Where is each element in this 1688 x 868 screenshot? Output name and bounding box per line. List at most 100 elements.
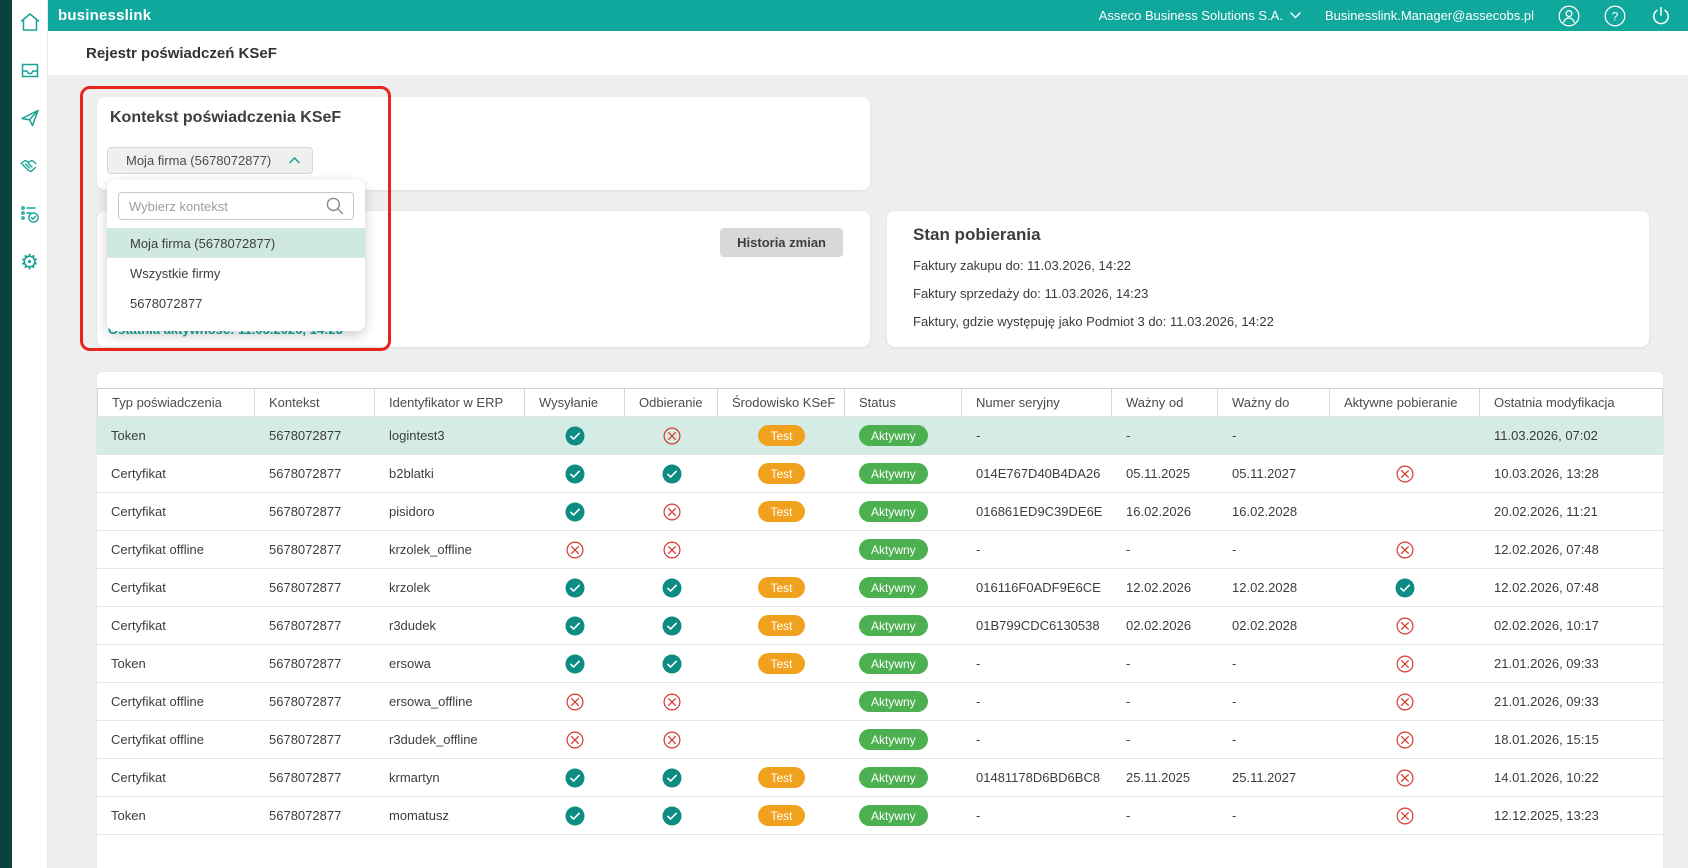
column-header[interactable]: Wysyłanie	[525, 389, 625, 416]
column-header[interactable]: Ważny do	[1218, 389, 1330, 416]
table-row[interactable]: Certyfikat 5678072877 pisidoro Test Aktywny 0…	[97, 493, 1663, 531]
user-icon[interactable]	[1558, 5, 1580, 27]
topbar-right: Asseco Business Solutions S.A. Businessl…	[1099, 5, 1672, 27]
search-icon	[325, 196, 345, 216]
table-row[interactable]: Certyfikat offline 5678072877 ersowa_offli…	[97, 683, 1663, 721]
status-cell: Aktywny	[845, 683, 962, 720]
table-row[interactable]: Certyfikat 5678072877 krmartyn Test Aktywny 0…	[97, 759, 1663, 797]
status-cell: Aktywny	[845, 607, 962, 644]
table-row[interactable]: Certyfikat offline 5678072877 krzolek_offl…	[97, 531, 1663, 569]
check-icon	[625, 797, 718, 834]
column-header[interactable]: Kontekst	[255, 389, 375, 416]
table-row[interactable]: Certyfikat 5678072877 b2blatki Test Aktywny 0…	[97, 455, 1663, 493]
cross-icon	[1330, 797, 1480, 834]
download-state-line: Faktury, gdzie występuję jako Podmiot 3 …	[913, 314, 1274, 329]
context-option[interactable]: 5678072877	[130, 295, 203, 311]
table-row[interactable]: Certyfikat 5678072877 r3dudek Test Aktywny 01…	[97, 607, 1663, 645]
table-cell: Certyfikat	[111, 466, 166, 481]
table-cell: b2blatki	[389, 466, 434, 481]
cross-icon	[625, 417, 718, 454]
environment-cell: Test	[718, 645, 845, 682]
table-cell: r3dudek_offline	[389, 732, 478, 747]
check-icon	[525, 797, 625, 834]
status-cell: Aktywny	[845, 531, 962, 568]
table-body: Token 5678072877 logintest3 Test Aktywny - - - 1…	[97, 417, 1663, 835]
send-icon[interactable]	[18, 106, 42, 130]
table-cell: Certyfikat	[111, 618, 166, 633]
table-cell: 5678072877	[269, 466, 342, 481]
settings-gears-icon[interactable]: ⚙	[18, 250, 42, 274]
title-bar: Rejestr poświadczeń KSeF	[48, 31, 1688, 75]
table-cell: 05.11.2025	[1126, 466, 1191, 481]
history-button[interactable]: Historia zmian	[720, 228, 843, 257]
user-email: Businesslink.Manager@assecobs.pl	[1324, 8, 1534, 23]
tasks-icon[interactable]	[18, 202, 42, 226]
cross-icon	[625, 683, 718, 720]
cross-icon	[1330, 683, 1480, 720]
check-icon	[625, 645, 718, 682]
power-icon[interactable]	[1650, 5, 1672, 27]
column-header[interactable]: Identyfikator w ERP	[375, 389, 525, 416]
table-row[interactable]: Certyfikat 5678072877 krzolek Test Aktywny 01…	[97, 569, 1663, 607]
environment-cell	[718, 721, 845, 758]
table-cell: 20.02.2026, 11:21	[1494, 504, 1598, 519]
table-cell: 10.03.2026, 13:28	[1494, 466, 1599, 481]
column-header[interactable]: Aktywne pobieranie	[1330, 389, 1480, 416]
cross-icon	[1330, 721, 1480, 758]
table-cell: 11.03.2026, 07:02	[1494, 428, 1598, 443]
table-cell: -	[1232, 542, 1237, 557]
table-cell: 5678072877	[269, 656, 342, 671]
check-icon	[525, 569, 625, 606]
home-icon[interactable]	[18, 10, 42, 34]
table-cell: Token	[111, 808, 146, 823]
context-card-title: Kontekst poświadczenia KSeF	[110, 109, 342, 126]
table-cell: -	[1126, 732, 1131, 747]
environment-cell: Test	[718, 759, 845, 796]
table-cell: 5678072877	[269, 732, 342, 747]
table-cell: 5678072877	[269, 428, 342, 443]
table-cell: 016861ED9C39DE6E	[976, 504, 1103, 519]
column-header[interactable]: Ważny od	[1112, 389, 1218, 416]
org-selector[interactable]: Asseco Business Solutions S.A.	[1099, 8, 1301, 23]
column-header[interactable]: Status	[845, 389, 962, 416]
table-cell: Token	[111, 656, 146, 671]
status-cell: Aktywny	[845, 493, 962, 530]
context-select[interactable]: Moja firma (5678072877)	[107, 147, 313, 174]
context-card: Kontekst poświadczenia KSeF Moja firma (…	[97, 97, 870, 190]
check-icon	[525, 493, 625, 530]
check-icon	[525, 759, 625, 796]
topbar: businesslink Asseco Business Solutions S…	[48, 0, 1688, 31]
environment-cell: Test	[718, 417, 845, 454]
context-search	[118, 192, 354, 220]
context-option[interactable]: Wszystkie firmy	[130, 265, 221, 281]
table-row[interactable]: Certyfikat offline 5678072877 r3dudek_offl…	[97, 721, 1663, 759]
check-icon	[525, 455, 625, 492]
table-row[interactable]: Token 5678072877 momatusz Test Aktywny - - - 12.…	[97, 797, 1663, 835]
context-search-input[interactable]	[119, 198, 325, 214]
context-option[interactable]: Moja firma (5678072877)	[107, 228, 365, 258]
table-cell: 02.02.2028	[1232, 618, 1298, 633]
table-row[interactable]: Token 5678072877 ersowa Test Aktywny - - - 21.01…	[97, 645, 1663, 683]
column-header[interactable]: Numer seryjny	[962, 389, 1112, 416]
empty-cell	[1330, 417, 1480, 454]
table-cell: 5678072877	[269, 504, 342, 519]
column-header[interactable]: Ostatnia modyfikacja	[1480, 389, 1663, 416]
column-header[interactable]: Typ poświadczenia	[97, 389, 255, 416]
cross-icon	[1330, 607, 1480, 644]
table-cell: 12.02.2026	[1126, 580, 1192, 595]
table-cell: 12.02.2028	[1232, 580, 1298, 595]
help-icon[interactable]: ?	[1604, 5, 1626, 27]
handshake-icon[interactable]	[18, 154, 42, 178]
column-header[interactable]: Środowisko KSeF	[718, 389, 845, 416]
table-cell: Certyfikat	[111, 580, 166, 595]
table-cell: Certyfikat offline	[111, 732, 204, 747]
table-cell: 21.01.2026, 09:33	[1494, 694, 1599, 709]
inbox-icon[interactable]	[18, 58, 42, 82]
column-header[interactable]: Odbieranie	[625, 389, 718, 416]
status-cell: Aktywny	[845, 455, 962, 492]
cross-icon	[525, 721, 625, 758]
check-icon	[525, 417, 625, 454]
status-cell: Aktywny	[845, 417, 962, 454]
table-row[interactable]: Token 5678072877 logintest3 Test Aktywny - - - 1…	[97, 417, 1663, 455]
